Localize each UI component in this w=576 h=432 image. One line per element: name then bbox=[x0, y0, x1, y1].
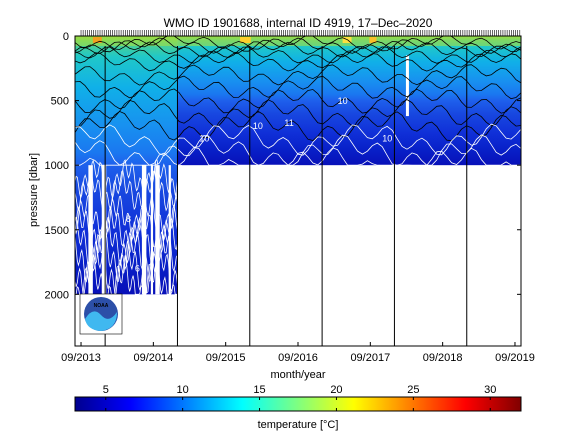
y-axis-label: pressure [dbar] bbox=[28, 153, 40, 227]
surface-warm-patch bbox=[369, 37, 377, 43]
isotherm-line bbox=[75, 64, 521, 86]
isotherm-line bbox=[75, 216, 178, 267]
isotherm-line bbox=[75, 52, 521, 72]
x-tick-label: 09/2014 bbox=[133, 352, 173, 364]
temperature-field-segment bbox=[177, 36, 521, 166]
y-tick-label: 500 bbox=[51, 96, 69, 108]
noaa-logo: NOAA bbox=[79, 293, 123, 335]
contour-label: 10 bbox=[338, 96, 348, 106]
surface-warm-patch bbox=[92, 37, 102, 43]
profile-marks bbox=[80, 30, 521, 346]
isotherm-line bbox=[75, 99, 521, 128]
isotherm-line bbox=[75, 110, 521, 142]
colorbar bbox=[74, 396, 522, 412]
x-tick-label: 09/2016 bbox=[278, 352, 318, 364]
x-tick-label: 09/2015 bbox=[206, 352, 246, 364]
isotherm-line bbox=[75, 159, 178, 200]
data-gap bbox=[179, 165, 183, 295]
y-tick-label: 0 bbox=[63, 31, 69, 43]
data-gap bbox=[155, 165, 160, 295]
isotherm-line bbox=[75, 88, 521, 114]
colorbar-tick-label: 30 bbox=[484, 384, 496, 396]
svg-text:NOAA: NOAA bbox=[94, 303, 109, 309]
isotherm-line bbox=[75, 41, 521, 58]
isotherm-line bbox=[75, 75, 521, 100]
chart-title: WMO ID 1901688, internal ID 4919, 17–Dec… bbox=[164, 16, 433, 30]
contour-label: 6 bbox=[135, 264, 140, 274]
contour-label: 10 bbox=[253, 121, 263, 131]
contour-label: 10 bbox=[199, 133, 209, 143]
isotherm-contours: 10111010108654.5 bbox=[75, 36, 521, 326]
x-tick-label: 09/2017 bbox=[350, 352, 390, 364]
y-tick-label: 1000 bbox=[45, 160, 69, 172]
y-axis: 0 500 1000 1500 2000 bbox=[45, 31, 521, 301]
data-gap bbox=[141, 165, 147, 295]
y-tick-label: 2000 bbox=[45, 289, 69, 301]
colorbar-tick-label: 15 bbox=[253, 384, 265, 396]
isotherm-line bbox=[75, 37, 521, 54]
y-tick-label: 1500 bbox=[45, 225, 69, 237]
colorbar-tick-label: 10 bbox=[177, 384, 189, 396]
x-tick-label: 09/2018 bbox=[423, 352, 463, 364]
data-gap bbox=[88, 165, 93, 295]
isotherm-line bbox=[75, 123, 521, 156]
colorbar-label: temperature [°C] bbox=[258, 419, 339, 431]
surface-warm-patch bbox=[240, 37, 251, 43]
contour-label: 5 bbox=[122, 295, 127, 305]
colorbar-tick-label: 20 bbox=[330, 384, 342, 396]
isotherm-line bbox=[75, 240, 178, 296]
x-axis-label: month/year bbox=[270, 369, 325, 381]
isotherm-line bbox=[75, 147, 521, 166]
isotherm-line bbox=[75, 46, 521, 64]
isotherm-line bbox=[75, 194, 178, 242]
data-gap bbox=[405, 55, 409, 117]
contour-label: 11 bbox=[284, 118, 293, 128]
x-tick-label: 09/2013 bbox=[61, 352, 101, 364]
isotherm-line bbox=[75, 253, 178, 295]
x-tick-label: 09/2019 bbox=[495, 352, 535, 364]
colorbar-tick-label: 5 bbox=[103, 384, 109, 396]
isotherm-line bbox=[75, 36, 521, 50]
colorbar-tick-label: 25 bbox=[407, 384, 419, 396]
isotherm-line bbox=[75, 169, 178, 212]
contour-label: 8 bbox=[126, 214, 131, 224]
contour-label: 10 bbox=[382, 133, 392, 143]
colorbar-ticks: 5 10 15 20 25 30 bbox=[103, 384, 496, 411]
x-axis: 09/2013 09/2014 09/2015 09/2016 09/2017 09/20… bbox=[61, 342, 535, 364]
